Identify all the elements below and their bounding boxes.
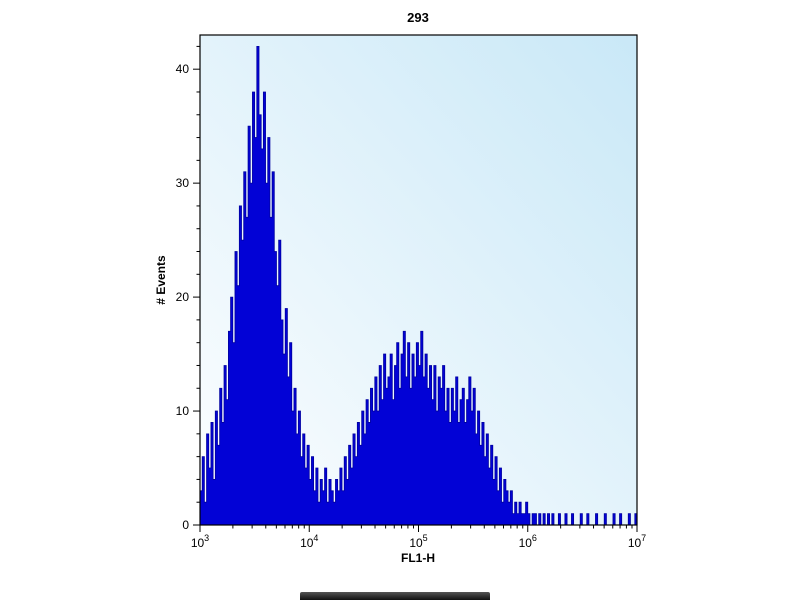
- x-tick-label: 107: [628, 533, 646, 550]
- y-tick-label: 0: [182, 518, 189, 532]
- y-tick-labels: 0 10 20 30 40: [176, 62, 190, 532]
- histogram-series: [199, 46, 638, 526]
- x-tick-label: 103: [191, 533, 209, 550]
- y-tick-label: 30: [176, 176, 190, 190]
- cropped-artifact: [300, 592, 490, 600]
- y-axis-label: # Events: [154, 255, 168, 305]
- chart-title: 293: [407, 10, 429, 25]
- x-tick-label: 106: [519, 533, 537, 550]
- x-tick-label: 104: [300, 533, 318, 550]
- plot-frame: [199, 34, 638, 526]
- x-axis-label: FL1-H: [401, 551, 435, 565]
- y-tick-label: 10: [176, 404, 190, 418]
- x-tick-labels: 103 104 105 106 107: [191, 533, 646, 550]
- y-tick-label: 40: [176, 62, 190, 76]
- y-tick-label: 20: [176, 290, 190, 304]
- x-tick-label: 105: [409, 533, 427, 550]
